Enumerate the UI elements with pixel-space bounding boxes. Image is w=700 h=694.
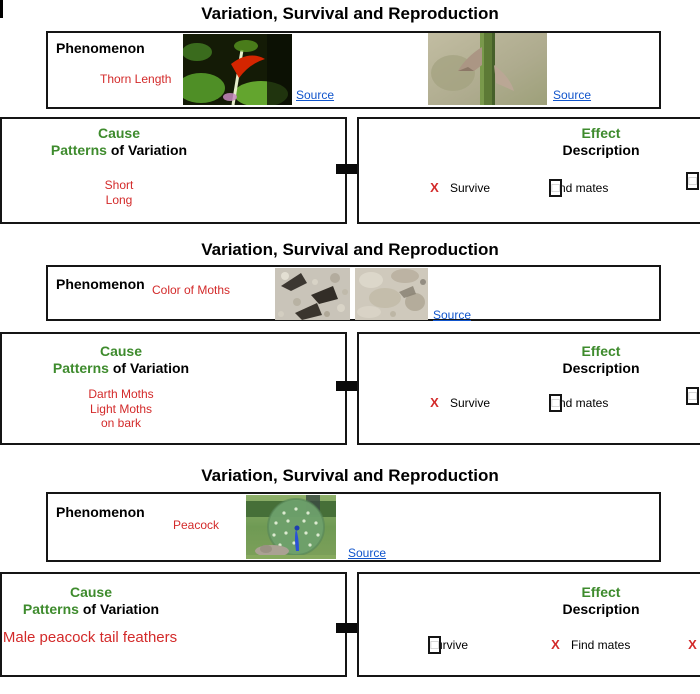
cause-box: Cause Patterns of Variation Short Long — [0, 117, 347, 224]
phenomenon-subject: Thorn Length — [100, 72, 172, 86]
effect-label: Effect — [581, 125, 621, 141]
source-link[interactable]: Source — [296, 88, 335, 102]
check-item-survive[interactable]: X Survive — [428, 180, 491, 196]
cause-heading: Cause Patterns of Variation — [4, 343, 238, 377]
effect-heading: Effect Description — [359, 343, 700, 377]
cause-label: Cause — [97, 125, 141, 141]
phenomenon-label: Phenomenon — [56, 40, 145, 56]
cause-effect-row: Cause Patterns of Variation Darth Moths … — [0, 332, 700, 445]
x-mark[interactable]: X — [551, 637, 560, 652]
cause-value: Light Moths — [89, 401, 153, 416]
check-item-find-mates[interactable]: □ Find mates — [549, 394, 609, 412]
phenomenon-label: Phenomenon — [56, 504, 145, 520]
effect-box: Effect Description X Survive □ Find mate… — [357, 332, 700, 445]
section-title: Variation, Survival and Reproduction — [201, 4, 499, 23]
cause-values: Darth Moths Light Moths on bark — [4, 387, 238, 431]
source-link[interactable]: Source — [348, 546, 387, 560]
description-label: Description — [562, 142, 640, 158]
description-label: Description — [562, 360, 640, 376]
check-label: Survive — [450, 396, 491, 410]
cause-label: Cause — [99, 343, 143, 359]
cause-values: Short Long — [2, 178, 236, 207]
phenomenon-subject: Color of Moths — [152, 283, 231, 297]
cause-box: Cause Patterns of Variation Darth Moths … — [0, 332, 347, 445]
checkbox[interactable]: □ — [549, 394, 562, 412]
phenomenon-subject: Peacock — [173, 518, 220, 532]
cause-label: Cause — [69, 584, 113, 600]
cause-effect-row: Cause Patterns of Variation Male peacock… — [0, 572, 700, 677]
phenomenon-box: Phenomenon Peacock Source — [46, 492, 661, 562]
phenomenon-label: Phenomenon — [56, 276, 145, 292]
effect-heading: Effect Description — [359, 125, 700, 159]
check-label: Find mates — [549, 396, 609, 410]
peacock-photo — [246, 495, 336, 559]
check-item-find-mates[interactable]: X Find mates — [549, 637, 631, 653]
check-item-survive[interactable]: X Survive — [428, 395, 491, 411]
checkbox[interactable]: □ — [549, 179, 562, 197]
section-title: Variation, Survival and Reproduction — [201, 240, 499, 259]
cause-value: Long — [105, 192, 133, 207]
phenomenon-box: Phenomenon Thorn Length Source Source — [46, 31, 661, 109]
of-variation-label: of Variation — [78, 601, 160, 617]
description-label: Description — [562, 601, 640, 617]
patterns-label: Patterns — [22, 601, 79, 617]
source-link[interactable]: Source — [553, 88, 592, 102]
cause-heading: Cause Patterns of Variation — [2, 584, 180, 618]
peppered-moths-light-photo — [355, 268, 428, 320]
check-label: Find mates — [549, 181, 609, 195]
checkbox[interactable]: □ — [686, 387, 699, 405]
source-link[interactable]: Source — [433, 308, 472, 322]
cause-heading: Cause Patterns of Variation — [2, 125, 236, 159]
cause-box: Cause Patterns of Variation Male peacock… — [0, 572, 347, 677]
check-item-find-mates[interactable]: □ Find mates — [549, 179, 609, 197]
effect-heading: Effect Description — [359, 584, 700, 618]
page-edge-mark — [0, 0, 3, 18]
check-label: Find mates — [571, 638, 631, 652]
check-label: Survive — [450, 181, 491, 195]
effect-label: Effect — [581, 343, 621, 359]
cause-effect-row: Cause Patterns of Variation Short Long E… — [0, 117, 700, 224]
effect-box: Effect Description □ Survive X Find mate… — [357, 572, 700, 677]
cause-value: on bark — [100, 416, 142, 430]
check-item-survive[interactable]: □ Survive — [428, 636, 468, 654]
of-variation-label: of Variation — [108, 360, 190, 376]
x-mark[interactable]: X — [430, 395, 439, 410]
patterns-label: Patterns — [50, 142, 107, 158]
of-variation-label: of Variation — [106, 142, 188, 158]
rose-thorn-photo — [183, 34, 292, 105]
patterns-label: Patterns — [52, 360, 109, 376]
effect-label: Effect — [581, 584, 621, 600]
checkbox[interactable]: □ — [428, 636, 441, 654]
x-mark[interactable]: X — [688, 637, 697, 652]
section-title: Variation, Survival and Reproduction — [201, 466, 499, 485]
cause-values: Male peacock tail feathers — [2, 629, 178, 646]
cause-value: Male peacock tail feathers — [2, 629, 178, 646]
cause-value: Darth Moths — [88, 387, 154, 401]
phenomenon-box: Phenomenon Color of Moths Source — [46, 265, 661, 322]
effect-box: Effect Description X Survive □ Find mate… — [357, 117, 700, 224]
cause-value: Short — [104, 178, 134, 192]
stem-thorns-photo — [428, 33, 547, 105]
peppered-moths-dark-photo — [275, 268, 350, 320]
check-item-clipped[interactable]: X — [686, 638, 700, 652]
x-mark[interactable]: X — [430, 180, 439, 195]
checkbox[interactable]: □ — [686, 172, 699, 190]
